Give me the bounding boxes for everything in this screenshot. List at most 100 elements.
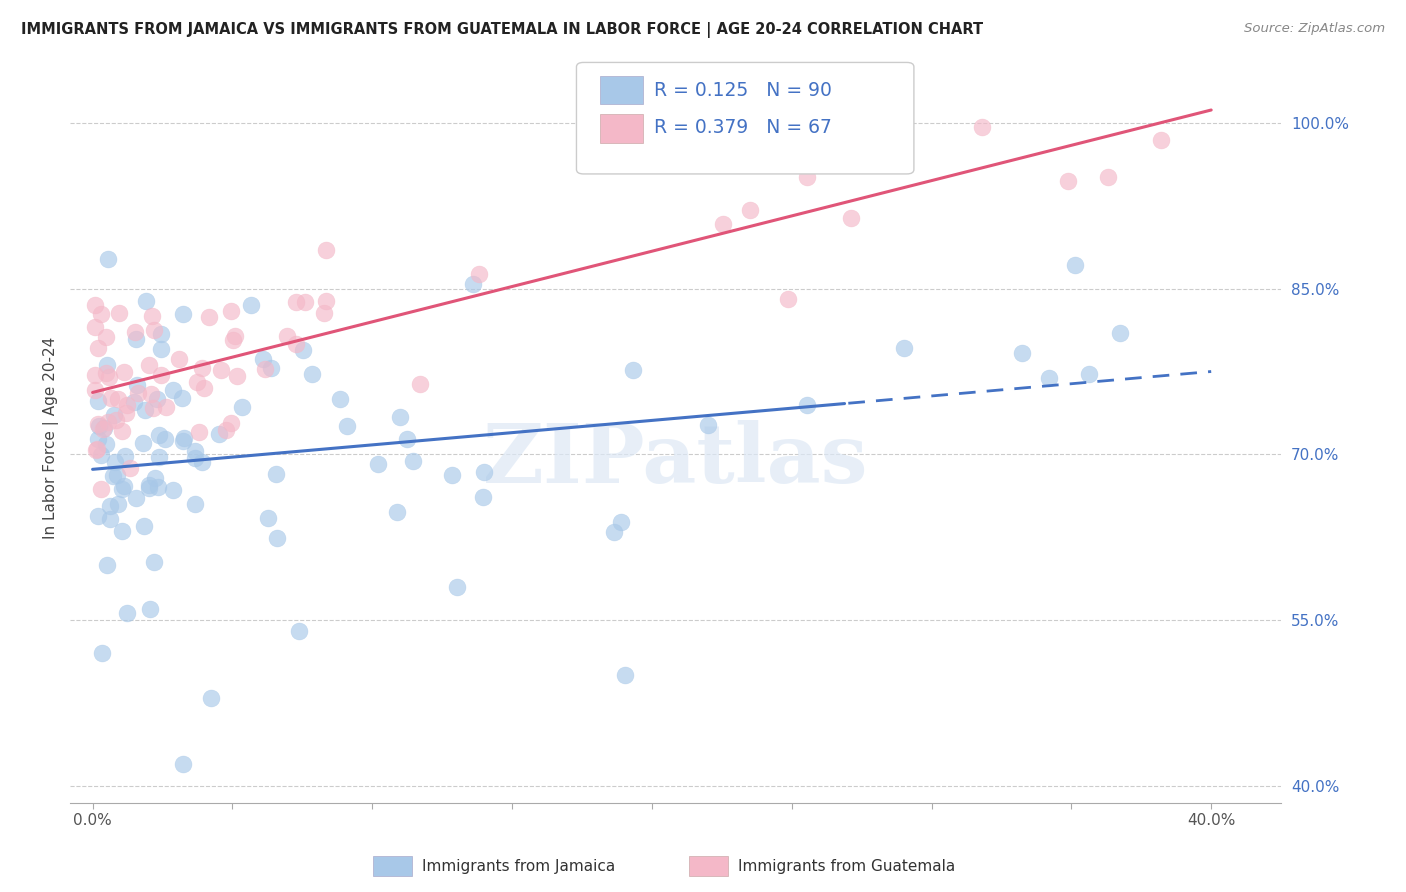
Point [291, 343, 314, 358]
Point [143, 322, 166, 336]
Point [89, 419, 111, 434]
Point [367, 457, 389, 471]
Point [1064, 258, 1087, 272]
Point [441, 468, 464, 483]
Point [336, 418, 359, 433]
Point [186, 375, 208, 389]
Point [84, 320, 107, 334]
Point [149, 327, 172, 342]
Point [148, 480, 170, 494]
Point [145, 392, 167, 407]
Point [778, 293, 800, 307]
Point [125, 491, 148, 505]
Point [893, 341, 915, 355]
Point [1011, 345, 1033, 359]
Point [105, 413, 128, 427]
Text: R = 0.125   N = 90: R = 0.125 N = 90 [654, 80, 832, 100]
Point [208, 427, 231, 442]
Point [1038, 371, 1060, 385]
Point [260, 360, 283, 375]
Point [87, 508, 110, 523]
Point [215, 423, 238, 437]
Point [94, 330, 117, 344]
Point [114, 449, 136, 463]
Point [141, 401, 163, 416]
Point [602, 525, 624, 540]
Point [811, 154, 834, 169]
Point [301, 368, 323, 382]
Text: Immigrants from Guatemala: Immigrants from Guatemala [738, 859, 956, 873]
Point [111, 524, 134, 538]
Point [172, 756, 194, 771]
Point [138, 478, 160, 492]
Point [191, 455, 214, 469]
Point [463, 277, 485, 292]
Point [188, 425, 211, 440]
Point [614, 668, 637, 682]
Point [252, 351, 274, 366]
Point [839, 211, 862, 225]
Point [124, 325, 146, 339]
Point [112, 479, 135, 493]
Point [148, 427, 170, 442]
Point [193, 381, 215, 395]
Point [222, 334, 245, 348]
Point [409, 377, 432, 392]
Point [98, 499, 121, 513]
Text: Source: ZipAtlas.com: Source: ZipAtlas.com [1244, 22, 1385, 36]
Point [84, 297, 107, 311]
Point [738, 202, 761, 217]
Point [623, 363, 645, 377]
Point [172, 307, 194, 321]
Point [138, 602, 160, 616]
Point [127, 378, 149, 392]
Point [184, 443, 207, 458]
Point [312, 306, 335, 320]
Point [138, 358, 160, 372]
Point [90, 307, 112, 321]
Text: ZIPatlas: ZIPatlas [482, 419, 869, 500]
Point [172, 434, 194, 449]
Point [266, 531, 288, 545]
Point [162, 483, 184, 498]
Point [96, 358, 118, 372]
Point [87, 341, 110, 355]
Point [389, 410, 412, 425]
Point [1057, 174, 1080, 188]
Point [1109, 326, 1132, 341]
Point [100, 392, 122, 406]
Point [97, 415, 120, 429]
Point [139, 387, 162, 401]
Point [972, 120, 994, 134]
Point [127, 385, 149, 400]
Point [94, 366, 117, 380]
Point [111, 482, 134, 496]
Point [471, 491, 494, 505]
Point [162, 383, 184, 397]
Point [197, 310, 219, 325]
Point [93, 421, 115, 435]
Point [226, 368, 249, 383]
Point [87, 393, 110, 408]
Point [155, 400, 177, 414]
Point [134, 402, 156, 417]
Point [124, 332, 146, 346]
Point [820, 143, 842, 157]
Point [191, 360, 214, 375]
Point [107, 497, 129, 511]
Point [472, 465, 495, 479]
Point [1097, 170, 1119, 185]
Text: IMMIGRANTS FROM JAMAICA VS IMMIGRANTS FROM GUATEMALA IN LABOR FORCE | AGE 20-24 : IMMIGRANTS FROM JAMAICA VS IMMIGRANTS FR… [21, 22, 983, 38]
Point [84, 383, 107, 397]
Point [101, 469, 124, 483]
Point [107, 392, 129, 406]
Point [84, 368, 107, 383]
Point [97, 252, 120, 266]
Point [90, 483, 112, 497]
Point [711, 217, 734, 231]
Point [96, 437, 118, 451]
Point [124, 394, 146, 409]
Point [329, 392, 352, 406]
Text: Immigrants from Jamaica: Immigrants from Jamaica [422, 859, 614, 873]
Point [200, 690, 222, 705]
